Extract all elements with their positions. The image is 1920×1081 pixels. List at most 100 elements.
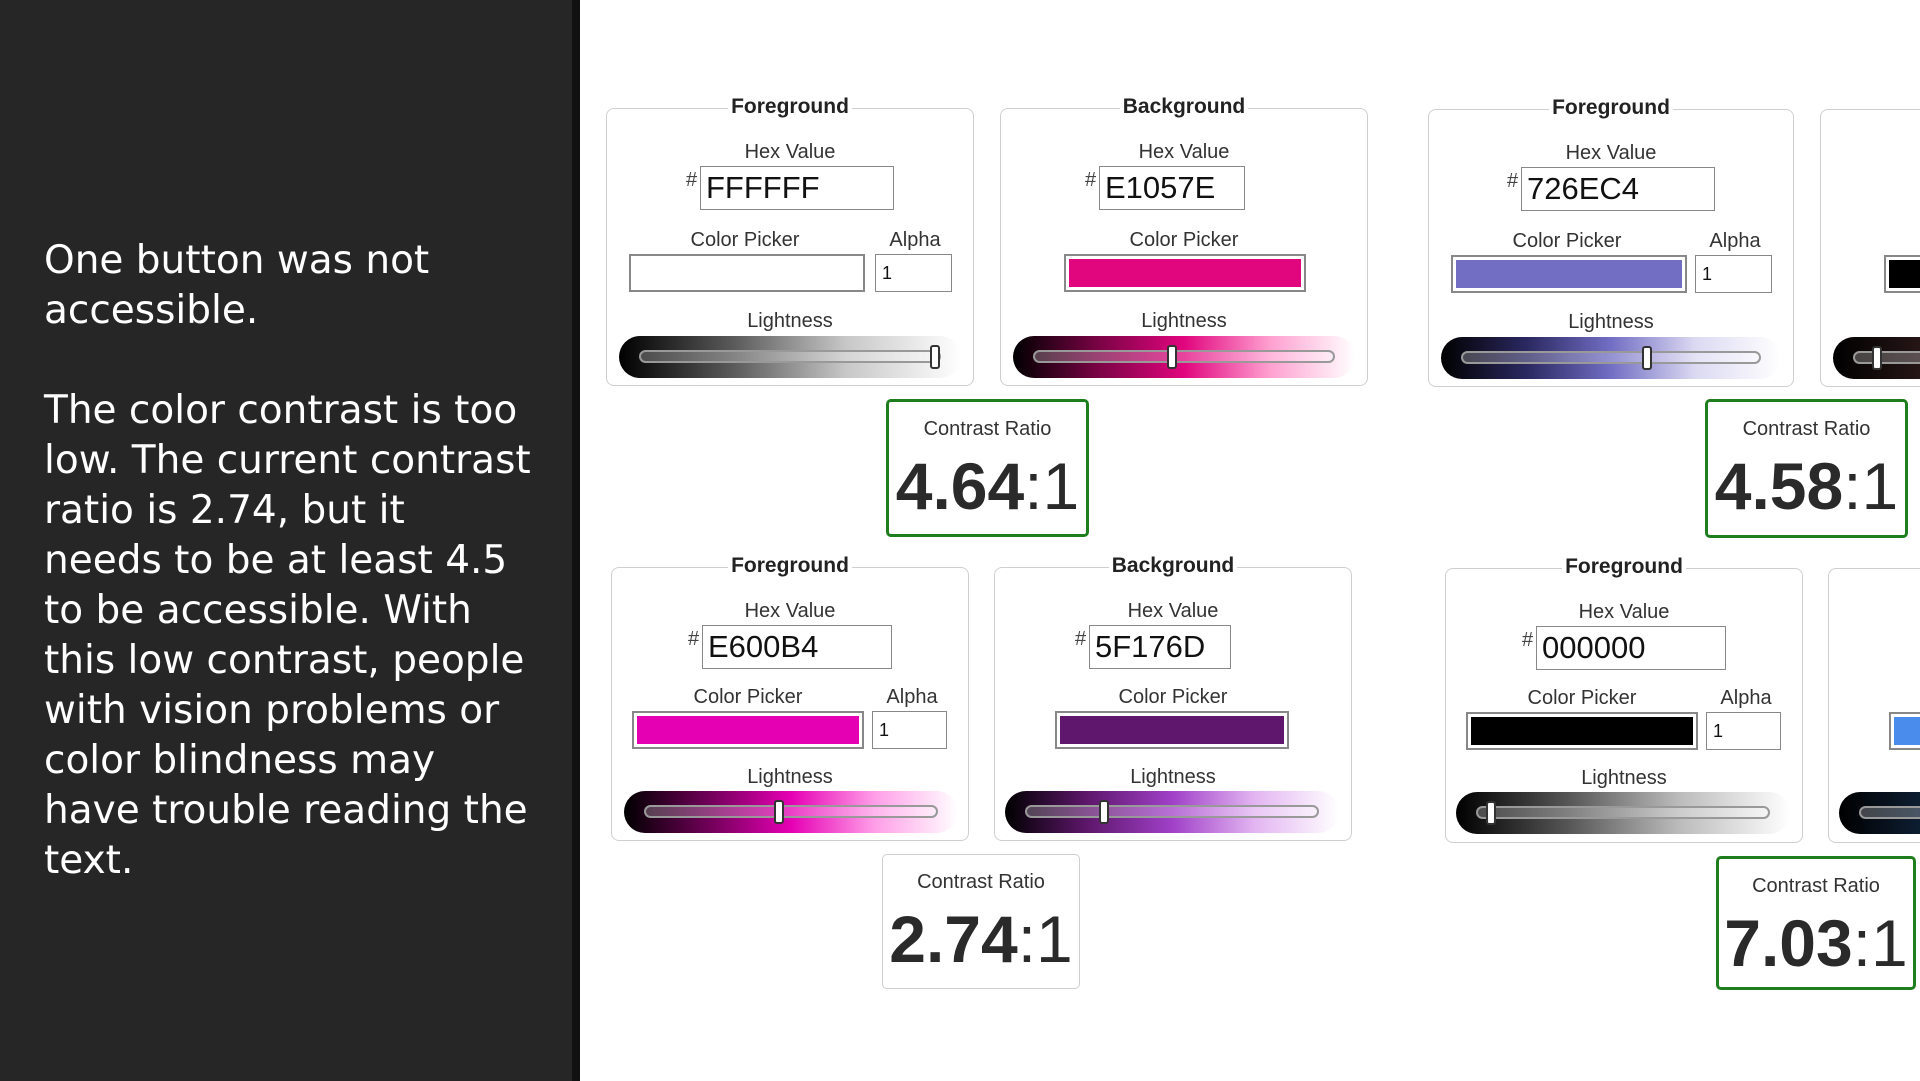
slider-track [644, 805, 938, 818]
color-picker-label: Color Picker [693, 686, 803, 708]
slider-track [1025, 805, 1319, 818]
slider-thumb[interactable] [1642, 346, 1652, 370]
swatch-fill [637, 716, 859, 744]
lightness-slider[interactable] [624, 791, 958, 833]
panel-legend: Foreground [1562, 555, 1686, 578]
color-picker-label: Color Picker [1527, 687, 1637, 709]
swatch-fill [1456, 260, 1682, 288]
slider-thumb[interactable] [1099, 800, 1110, 824]
lightness-slider[interactable] [1441, 337, 1781, 379]
hash-symbol: # [1075, 628, 1087, 650]
hash-symbol: # [688, 628, 700, 650]
slider-track [1033, 350, 1335, 363]
panel-legend: Foreground [1549, 96, 1673, 119]
contrast-ratio-value: 4.64:1 [895, 449, 1080, 523]
pair4-foreground-panel: Foreground Hex Value # 000000 Color Pick… [1445, 555, 1803, 843]
panel-legend: Foreground [728, 554, 852, 577]
pair3-foreground-panel: Foreground Hex Value # E600B4 Color Pick… [611, 554, 969, 841]
swatch-fill [634, 259, 860, 287]
panel-legend: Background [1119, 95, 1249, 118]
pair2-contrast-ratio: Contrast Ratio 4.58:1 [1705, 399, 1908, 538]
swatch-fill [1894, 717, 1920, 745]
color-picker-swatch[interactable] [629, 254, 865, 292]
pair3-contrast-ratio: Contrast Ratio 2.74:1 [882, 854, 1080, 989]
hex-value-label: Hex Value [1565, 142, 1657, 164]
alpha-label: Alpha [889, 229, 941, 251]
contrast-ratio-label: Contrast Ratio [923, 418, 1052, 440]
slider-thumb[interactable] [1166, 345, 1177, 369]
slider-thumb[interactable] [774, 800, 785, 824]
lightness-label: Lightness [747, 310, 833, 332]
color-picker-swatch[interactable] [1055, 711, 1289, 749]
hex-input[interactable]: E600B4 [702, 625, 892, 669]
hash-symbol: # [686, 169, 698, 191]
color-picker-swatch[interactable] [1064, 254, 1306, 292]
color-picker-label: Color Picker [1129, 229, 1239, 251]
alpha-input[interactable]: 1 [1706, 712, 1781, 750]
slider-thumb[interactable] [929, 345, 940, 369]
slider-thumb[interactable] [1872, 346, 1883, 370]
hex-value-label: Hex Value [1578, 601, 1670, 623]
lightness-slider[interactable] [1456, 792, 1790, 834]
hex-input[interactable]: 000000 [1536, 626, 1726, 670]
lightness-slider[interactable] [619, 336, 961, 378]
contrast-checker-area: Foreground Hex Value # FFFFFF Color Pick… [580, 0, 1920, 1081]
pair1-contrast-ratio: Contrast Ratio 4.64:1 [886, 399, 1089, 537]
contrast-ratio-value: 4.58:1 [1714, 449, 1899, 523]
lightness-slider[interactable] [1005, 791, 1339, 833]
hex-input[interactable]: E1057E [1099, 166, 1245, 210]
pair2-foreground-panel: Foreground Hex Value # 726EC4 Color Pick… [1428, 96, 1794, 387]
color-picker-label: Color Picker [690, 229, 800, 251]
lightness-label: Lightness [1568, 311, 1654, 333]
lightness-label: Lightness [1141, 310, 1227, 332]
contrast-ratio-value: 2.74:1 [889, 902, 1073, 976]
alpha-input[interactable]: 1 [875, 254, 952, 292]
hex-input[interactable]: 726EC4 [1521, 167, 1715, 211]
color-picker-swatch[interactable] [1884, 255, 1920, 293]
slider-track [1461, 351, 1761, 364]
lightness-slider[interactable] [1013, 336, 1355, 378]
swatch-fill [1471, 717, 1693, 745]
color-picker-swatch[interactable] [1451, 255, 1687, 293]
alpha-label: Alpha [1720, 687, 1772, 709]
contrast-ratio-label: Contrast Ratio [917, 871, 1045, 893]
contrast-ratio-value: 7.03:1 [1724, 906, 1908, 980]
sidebar-heading: One button was not accessible. [44, 238, 430, 333]
contrast-ratio-label: Contrast Ratio [1752, 875, 1880, 897]
color-picker-swatch[interactable] [632, 711, 864, 749]
color-picker-swatch[interactable] [1889, 712, 1920, 750]
alpha-input[interactable]: 1 [1695, 255, 1772, 293]
color-picker-label: Color Picker [1512, 230, 1622, 252]
alpha-input[interactable]: 1 [872, 711, 947, 749]
swatch-fill [1069, 259, 1301, 287]
pair2-background-panel [1820, 109, 1920, 387]
pair3-background-panel: Background Hex Value # 5F176D Color Pick… [994, 554, 1352, 841]
alpha-label: Alpha [1709, 230, 1761, 252]
hex-value-label: Hex Value [744, 141, 836, 163]
slider-thumb[interactable] [1485, 801, 1496, 825]
lightness-slider[interactable] [1839, 792, 1920, 834]
swatch-fill [1060, 716, 1284, 744]
sidebar-text: One button was not accessible. The color… [44, 236, 534, 936]
lightness-label: Lightness [747, 766, 833, 788]
slider-track [1859, 806, 1920, 819]
color-picker-label: Color Picker [1118, 686, 1228, 708]
hash-symbol: # [1507, 170, 1519, 192]
hash-symbol: # [1085, 169, 1097, 191]
hex-input[interactable]: 5F176D [1089, 625, 1231, 669]
contrast-ratio-label: Contrast Ratio [1742, 418, 1871, 440]
panel-legend: Background [1108, 554, 1238, 577]
sidebar-body: The color contrast is too low. The curre… [44, 388, 531, 883]
slider-track [1853, 351, 1920, 364]
color-picker-swatch[interactable] [1466, 712, 1698, 750]
pair1-foreground-panel: Foreground Hex Value # FFFFFF Color Pick… [606, 95, 974, 386]
pair1-background-panel: Background Hex Value # E1057E Color Pick… [1000, 95, 1368, 386]
lightness-slider[interactable] [1833, 337, 1920, 379]
panel-legend: Foreground [728, 95, 852, 118]
hex-input[interactable]: FFFFFF [700, 166, 894, 210]
alpha-label: Alpha [886, 686, 938, 708]
lightness-label: Lightness [1581, 767, 1667, 789]
slider-track [639, 350, 941, 363]
sidebar-divider [572, 0, 580, 1081]
hex-value-label: Hex Value [1138, 141, 1230, 163]
